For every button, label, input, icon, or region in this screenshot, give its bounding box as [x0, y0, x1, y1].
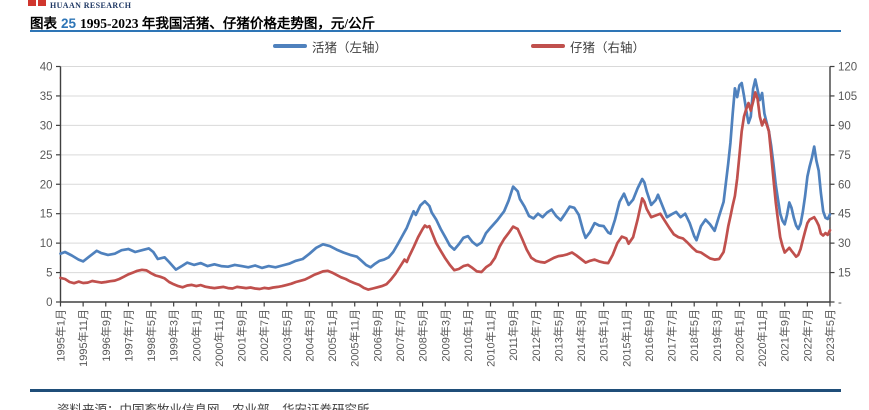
x-axis-label: 2015年1月 [597, 309, 611, 362]
x-axis-label: 2017年7月 [665, 309, 679, 362]
legend-item-live-hog[interactable]: 活猪（左轴） [273, 39, 388, 55]
live-hog-price-line [59, 78, 832, 271]
legend-line-marker-red [531, 44, 565, 48]
x-axis-label: 2009年3月 [438, 309, 452, 362]
title-underline [30, 30, 841, 32]
legend-item-piglet[interactable]: 仔猪（右轴） [531, 39, 646, 55]
x-axis-label: 2005年1月 [325, 309, 339, 362]
legend-line-marker-blue [273, 44, 307, 48]
x-axis-label: 2016年9月 [642, 309, 656, 362]
x-axis-label: 2008年5月 [416, 309, 430, 362]
y-axis-right-label: 90 [838, 120, 851, 132]
x-axis-label: 1995年1月 [54, 309, 68, 362]
x-axis-label: 2011年9月 [506, 309, 520, 361]
y-axis-right-label: 15 [838, 268, 851, 280]
x-axis-label: 2022年7月 [800, 309, 814, 362]
x-axis-label: 2018年5月 [687, 309, 701, 362]
x-axis-label: 2001年9月 [235, 309, 249, 362]
figure-title: 图表 25 1995-2023 年我国活猪、仔猪价格走势图，元/公斤 [30, 12, 841, 32]
x-axis-label: 2019年3月 [710, 309, 724, 362]
y-axis-right-label: 30 [838, 238, 851, 250]
y-axis-right-label: 120 [838, 62, 857, 74]
x-axis-label: 2014年3月 [574, 309, 588, 362]
x-axis-label: 2015年11月 [619, 309, 633, 367]
y-axis-right-label: 60 [838, 179, 851, 191]
y-axis-right-label: 45 [838, 209, 851, 221]
y-axis-left-label: 25 [40, 150, 53, 162]
x-axis-label: 2005年11月 [348, 309, 362, 367]
x-axis-label: 2021年9月 [778, 309, 792, 362]
y-axis-right-label: - [838, 297, 842, 309]
x-axis-label: 2000年1月 [189, 309, 203, 362]
logo-text: HUAAN RESEARCH [50, 1, 132, 10]
x-axis-label: 1997年7月 [121, 309, 135, 362]
x-axis-label: 2023年5月 [823, 309, 837, 362]
source-note: 资料来源：中国畜牧业信息网，农业部，华安证券研究所 [57, 403, 370, 410]
legend-label: 活猪（左轴） [312, 40, 388, 55]
figure-number: 25 [61, 16, 77, 31]
y-axis-right-label: 105 [838, 91, 857, 103]
figure-title-prefix: 图表 [30, 16, 57, 31]
x-axis-label: 2020年11月 [755, 309, 769, 367]
y-axis-left-label: 10 [40, 238, 53, 250]
x-axis-label: 2010年1月 [461, 309, 475, 362]
x-axis-label: 2000年11月 [212, 309, 226, 367]
y-axis-left-label: 0 [46, 297, 52, 309]
y-axis-left-label: 20 [40, 179, 53, 191]
x-axis-label: 1999年3月 [167, 309, 181, 362]
x-axis-label: 2012年7月 [529, 309, 543, 362]
piglet-price-line [59, 91, 832, 291]
y-axis-left-label: 5 [46, 268, 52, 280]
footer-divider [30, 389, 841, 392]
logo-red-block [28, 0, 36, 6]
y-axis-left-label: 40 [40, 62, 53, 74]
x-axis-label: 1996年9月 [99, 309, 113, 362]
y-axis-left-label: 35 [40, 91, 53, 103]
x-axis-label: 2002年7月 [257, 309, 271, 362]
x-axis-label: 1998年5月 [144, 309, 158, 362]
x-axis-label: 2003年5月 [280, 309, 294, 362]
x-axis-label: 2013年5月 [551, 309, 565, 362]
x-axis-label: 2006年9月 [370, 309, 384, 362]
figure-title-text: 1995-2023 年我国活猪、仔猪价格走势图，元/公斤 [80, 16, 376, 31]
x-axis-label: 2004年3月 [302, 309, 316, 362]
x-axis-label: 1995年11月 [76, 309, 90, 367]
x-axis-label: 2020年1月 [732, 309, 746, 362]
y-axis-right-label: 75 [838, 150, 851, 162]
y-axis-left-label: 15 [40, 209, 53, 221]
x-axis-label: 2007年7月 [393, 309, 407, 362]
x-axis-label: 2010年11月 [484, 309, 498, 367]
huaan-logo-icon [28, 0, 46, 6]
logo-red-block [38, 0, 46, 6]
y-axis-left-label: 30 [40, 120, 53, 132]
legend-label: 仔猪（右轴） [570, 40, 646, 55]
